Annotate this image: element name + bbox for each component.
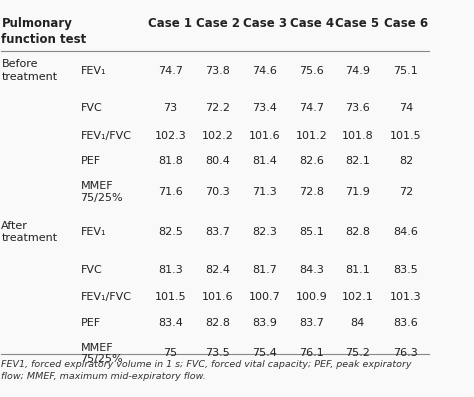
Text: 82.5: 82.5 xyxy=(158,227,183,237)
Text: 74.9: 74.9 xyxy=(345,66,370,75)
Text: 73: 73 xyxy=(164,103,178,113)
Text: 101.6: 101.6 xyxy=(202,292,233,302)
Text: 75.4: 75.4 xyxy=(252,349,277,358)
Text: Case 1: Case 1 xyxy=(148,17,192,30)
Text: Case 2: Case 2 xyxy=(196,17,239,30)
Text: 71.6: 71.6 xyxy=(158,187,183,197)
Text: 101.5: 101.5 xyxy=(155,292,186,302)
Text: Case 6: Case 6 xyxy=(384,17,428,30)
Text: MMEF
75/25%: MMEF 75/25% xyxy=(81,343,123,364)
Text: 84.6: 84.6 xyxy=(393,227,419,237)
Text: MMEF
75/25%: MMEF 75/25% xyxy=(81,181,123,202)
Text: 76.1: 76.1 xyxy=(300,349,324,358)
Text: 102.3: 102.3 xyxy=(155,131,186,141)
Text: 81.1: 81.1 xyxy=(345,265,370,275)
Text: Case 3: Case 3 xyxy=(243,17,287,30)
Text: 85.1: 85.1 xyxy=(300,227,324,237)
Text: FVC: FVC xyxy=(81,103,102,113)
Text: 76.3: 76.3 xyxy=(393,349,418,358)
Text: FEV₁: FEV₁ xyxy=(81,227,106,237)
Text: 82.1: 82.1 xyxy=(345,156,370,166)
Text: Case 5: Case 5 xyxy=(336,17,380,30)
Text: Case 4: Case 4 xyxy=(290,17,334,30)
Text: 73.6: 73.6 xyxy=(345,103,370,113)
Text: 73.4: 73.4 xyxy=(252,103,277,113)
Text: 83.7: 83.7 xyxy=(299,318,324,328)
Text: 75.6: 75.6 xyxy=(300,66,324,75)
Text: 71.9: 71.9 xyxy=(345,187,370,197)
Text: 81.3: 81.3 xyxy=(158,265,183,275)
Text: 75: 75 xyxy=(164,349,178,358)
Text: FVC: FVC xyxy=(81,265,102,275)
Text: 75.2: 75.2 xyxy=(345,349,370,358)
Text: 101.3: 101.3 xyxy=(390,292,422,302)
Text: 82.6: 82.6 xyxy=(299,156,324,166)
Text: 80.4: 80.4 xyxy=(205,156,230,166)
Text: 101.6: 101.6 xyxy=(249,131,281,141)
Text: 82.8: 82.8 xyxy=(345,227,370,237)
Text: 75.1: 75.1 xyxy=(393,66,418,75)
Text: 100.7: 100.7 xyxy=(249,292,281,302)
Text: 81.8: 81.8 xyxy=(158,156,183,166)
Text: 101.8: 101.8 xyxy=(342,131,374,141)
Text: 84.3: 84.3 xyxy=(299,265,324,275)
Text: 81.4: 81.4 xyxy=(252,156,277,166)
Text: 101.2: 101.2 xyxy=(296,131,328,141)
Text: 83.5: 83.5 xyxy=(393,265,418,275)
Text: 101.5: 101.5 xyxy=(390,131,422,141)
Text: PEF: PEF xyxy=(81,156,100,166)
Text: Pulmonary
function test: Pulmonary function test xyxy=(1,17,87,46)
Text: FEV₁: FEV₁ xyxy=(81,66,106,75)
Text: FEV₁/FVC: FEV₁/FVC xyxy=(81,131,132,141)
Text: 72: 72 xyxy=(399,187,413,197)
Text: 82.8: 82.8 xyxy=(205,318,230,328)
Text: 82.3: 82.3 xyxy=(252,227,277,237)
Text: FEV1, forced expiratory volume in 1 s; FVC, forced vital capacity; PEF, peak exp: FEV1, forced expiratory volume in 1 s; F… xyxy=(1,360,412,381)
Text: 100.9: 100.9 xyxy=(296,292,328,302)
Text: Before
treatment: Before treatment xyxy=(1,60,57,82)
Text: 83.7: 83.7 xyxy=(205,227,230,237)
Text: 74: 74 xyxy=(399,103,413,113)
Text: 102.2: 102.2 xyxy=(201,131,234,141)
Text: 102.1: 102.1 xyxy=(342,292,374,302)
Text: 84: 84 xyxy=(350,318,365,328)
Text: After
treatment: After treatment xyxy=(1,221,57,243)
Text: 72.8: 72.8 xyxy=(299,187,324,197)
Text: 74.7: 74.7 xyxy=(299,103,324,113)
Text: PEF: PEF xyxy=(81,318,100,328)
Text: FEV₁/FVC: FEV₁/FVC xyxy=(81,292,132,302)
Text: 83.4: 83.4 xyxy=(158,318,183,328)
Text: 74.7: 74.7 xyxy=(158,66,183,75)
Text: 81.7: 81.7 xyxy=(252,265,277,275)
Text: 70.3: 70.3 xyxy=(205,187,230,197)
Text: 83.6: 83.6 xyxy=(393,318,418,328)
Text: 73.8: 73.8 xyxy=(205,66,230,75)
Text: 82.4: 82.4 xyxy=(205,265,230,275)
Text: 72.2: 72.2 xyxy=(205,103,230,113)
Text: 71.3: 71.3 xyxy=(252,187,277,197)
Text: 82: 82 xyxy=(399,156,413,166)
Text: 74.6: 74.6 xyxy=(252,66,277,75)
Text: 73.5: 73.5 xyxy=(205,349,230,358)
Text: 83.9: 83.9 xyxy=(252,318,277,328)
